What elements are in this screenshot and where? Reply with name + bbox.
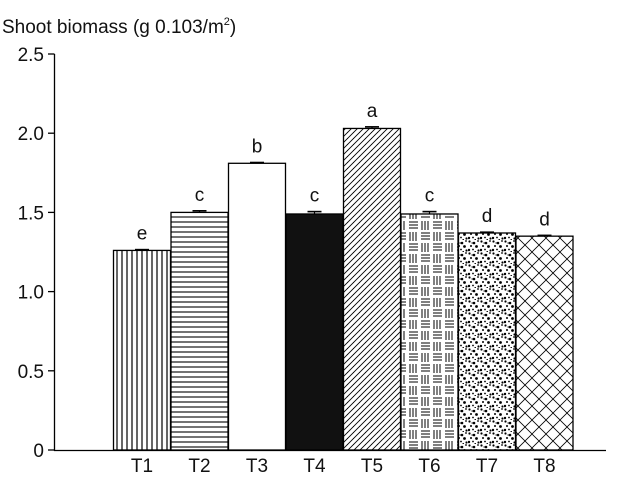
significance-letter-t8: d [539, 209, 550, 230]
significance-letter-t1: e [137, 224, 148, 245]
significance-letter-t6: c [425, 186, 435, 207]
x-tick-label-t6: T6 [418, 456, 440, 476]
x-tick-label-t3: T3 [246, 456, 268, 476]
y-axis-title-close: ) [230, 17, 236, 38]
x-tick-label-t7: T7 [476, 456, 498, 476]
x-tick-label-t1: T1 [131, 456, 153, 476]
x-tick-label-t2: T2 [188, 456, 210, 476]
x-tick-labels: T1 T2 T3 T4 T5 T6 T7 T8 [131, 456, 556, 477]
x-tick-label-t5: T5 [361, 456, 383, 476]
x-tick-label-t8: T8 [533, 456, 555, 476]
significance-letter-t2: c [195, 185, 205, 206]
y-ticks: 0 0.5 1.0 1.5 2.0 2.5 [18, 45, 55, 462]
bar-t3 [227, 162, 287, 451]
significance-letter-t4: c [310, 186, 320, 207]
bar-t1 [112, 249, 172, 451]
y-tick-label: 1.5 [18, 203, 44, 224]
bar-t8 [515, 235, 574, 451]
bar-t7 [457, 232, 517, 451]
bar-t6 [400, 213, 459, 451]
y-tick-label: 0.5 [18, 362, 44, 383]
y-tick-label: 1.0 [18, 283, 44, 304]
y-axis-title-main: Shoot biomass (g 0.103/m [2, 17, 224, 38]
bar-t5 [342, 127, 402, 451]
significance-letter-t3: b [252, 137, 263, 158]
y-tick-label: 2.0 [18, 124, 44, 145]
x-tick-label-t4: T4 [303, 456, 326, 476]
y-tick-label: 2.5 [18, 45, 44, 66]
bar-t4 [285, 213, 344, 451]
significance-letter-t5: a [367, 101, 378, 122]
bars: e c b c a c d d [112, 101, 574, 451]
y-axis-title-superscript: 2 [224, 16, 230, 28]
bar-t2 [170, 211, 229, 451]
y-tick-label: 0 [33, 441, 44, 462]
y-axis-title: Shoot biomass (g 0.103/m2) [2, 16, 236, 38]
significance-letter-t7: d [482, 206, 493, 227]
